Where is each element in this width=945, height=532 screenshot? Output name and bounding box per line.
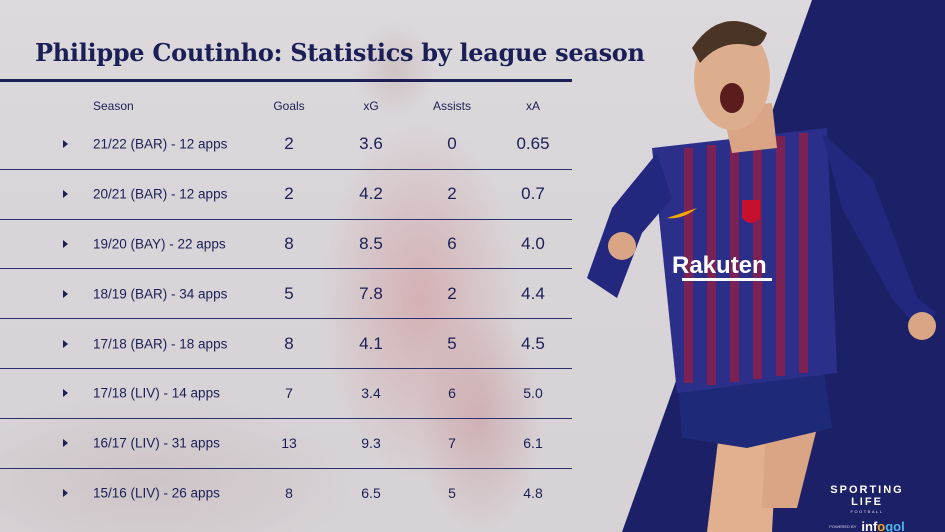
table-row: 19/20 (BAY) - 22 apps 8 8.5 6 4.0 [0,220,572,270]
goals-cell: 8 [284,333,294,353]
goals-cell: 5 [284,283,294,303]
header-assists: Assists [432,99,472,113]
assists-cell: 5 [448,485,456,502]
table-row: 20/21 (BAR) - 12 apps 2 4.2 2 0.7 [0,170,572,220]
xg-cell: 4.2 [359,184,383,204]
triangle-bullet-icon [63,190,68,199]
table-row: 15/16 (LIV) - 26 apps 8 6.5 5 4.8 [0,469,572,519]
table-row: 18/19 (BAR) - 34 apps 5 7.8 2 4.4 [0,269,572,320]
goals-cell: 8 [285,485,293,502]
xa-cell: 4.4 [521,283,545,303]
triangle-bullet-icon [63,289,68,298]
goals-cell: 8 [284,233,294,253]
infogol-part-c: gol [885,519,905,532]
svg-text:Rakuten: Rakuten [672,252,767,279]
xg-cell: 6.5 [361,485,381,502]
season-cell: 17/18 (LIV) - 14 apps [93,385,220,401]
xa-cell: 0.65 [516,134,550,154]
powered-by: POWERED BY infogol [812,519,922,532]
infogol-part-a: inf [861,519,878,532]
brand-sub: FOOTBALL [850,509,884,514]
xa-cell: 4.0 [521,233,545,253]
goals-cell: 13 [281,435,297,452]
header-season: Season [93,99,134,113]
season-cell: 15/16 (LIV) - 26 apps [93,485,220,501]
title-divider [0,79,572,82]
xa-cell: 0.7 [521,184,545,204]
xa-cell: 4.5 [521,333,545,353]
goals-cell: 2 [284,134,294,154]
page-title: Philippe Coutinho: Statistics by league … [35,38,645,67]
brand-name: SPORTING LIFE [830,484,904,508]
assists-cell: 6 [448,385,456,402]
xa-cell: 6.1 [523,435,543,452]
xg-cell: 8.5 [359,233,383,253]
triangle-bullet-icon [63,339,68,348]
triangle-bullet-icon [63,389,68,398]
assists-cell: 2 [447,283,457,303]
xg-cell: 9.3 [361,435,381,452]
goals-cell: 2 [284,184,294,204]
xg-cell: 7.8 [359,283,383,303]
season-cell: 16/17 (LIV) - 31 apps [93,435,220,451]
table-row: 21/22 (BAR) - 12 apps 2 3.6 0 0.65 [0,120,572,170]
stats-table: Season Goals xG Assists xA 21/22 (BAR) -… [0,92,572,518]
triangle-bullet-icon [63,140,68,149]
season-cell: 17/18 (BAR) - 18 apps [93,336,228,352]
xg-cell: 3.6 [359,134,383,154]
sporting-life-logo: SPORTING LIFE FOOTBALL POWERED BY infogo… [812,484,922,532]
assists-cell: 0 [447,134,457,154]
header-xg: xG [363,99,379,113]
triangle-bullet-icon [63,439,68,448]
season-cell: 19/20 (BAY) - 22 apps [93,236,226,252]
header-xa: xA [525,99,541,113]
xa-cell: 5.0 [523,385,543,402]
season-cell: 20/21 (BAR) - 12 apps [93,186,228,202]
table-row: 17/18 (BAR) - 18 apps 8 4.1 5 4.5 [0,319,572,369]
powered-by-label: POWERED BY [829,524,857,529]
assists-cell: 2 [447,184,457,204]
assists-cell: 7 [448,435,456,452]
triangle-bullet-icon [63,239,68,248]
xg-cell: 4.1 [359,333,383,353]
table-header: Season Goals xG Assists xA [0,92,572,120]
header-goals: Goals [273,99,305,113]
infogol-logo: infogol [861,519,904,532]
triangle-bullet-icon [63,489,68,498]
xa-cell: 4.8 [523,485,543,502]
goals-cell: 7 [285,385,293,402]
assists-cell: 6 [447,233,457,253]
table-row: 16/17 (LIV) - 31 apps 13 9.3 7 6.1 [0,419,572,469]
assists-cell: 5 [447,333,457,353]
season-cell: 21/22 (BAR) - 12 apps [93,136,228,152]
season-cell: 18/19 (BAR) - 34 apps [93,286,228,302]
infogol-part-b: o [877,519,886,532]
table-row: 17/18 (LIV) - 14 apps 7 3.4 6 5.0 [0,369,572,419]
player-image: Rakuten [587,20,937,532]
xg-cell: 3.4 [361,385,381,402]
